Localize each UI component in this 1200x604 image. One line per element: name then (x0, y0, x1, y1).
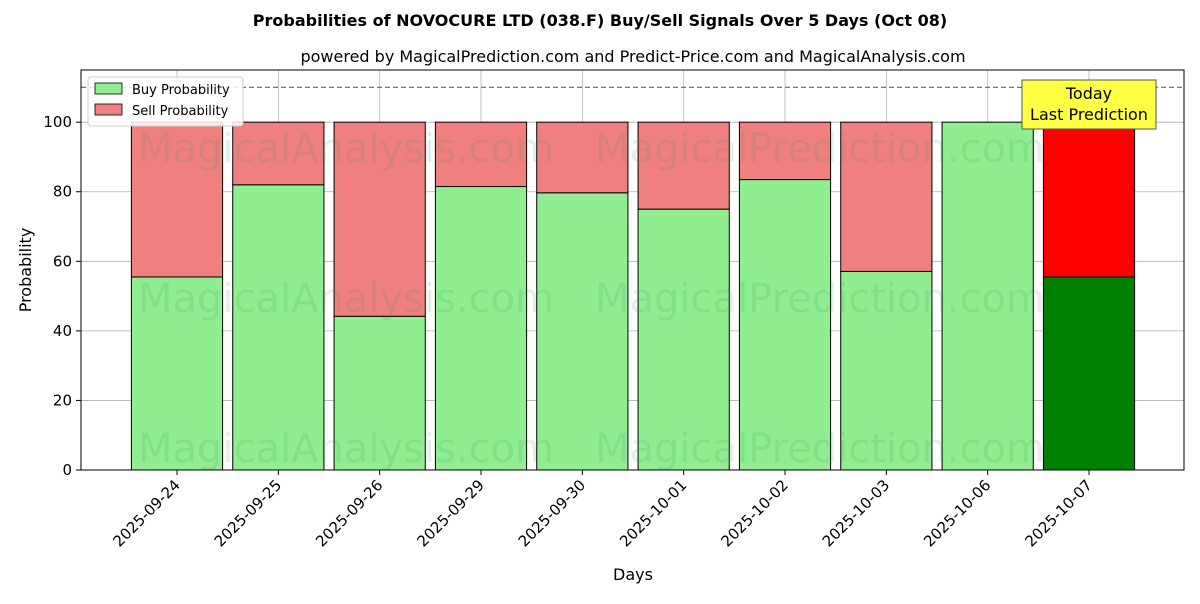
plot-frame (80, 69, 1185, 471)
y-tick-label: 100 (43, 113, 72, 131)
chart-subtitle: powered by MagicalPrediction.com and Pre… (300, 47, 965, 66)
bar-buy (434, 186, 528, 471)
x-tick-label: 2025-10-06 (920, 476, 994, 550)
legend-swatch-buy (94, 82, 123, 95)
y-tick-label: 0 (62, 461, 72, 479)
bars: MagicalAnalysis.com MagicalPrediction.com… (130, 121, 1136, 472)
x-tick-label: 2025-10-03 (819, 476, 893, 550)
bar-sell (738, 121, 832, 181)
x-tick-label: 2025-09-26 (312, 476, 386, 550)
bar-sell (840, 121, 933, 272)
today-annotation-line2: Last Prediction (1030, 105, 1148, 124)
x-tick-label: 2025-10-02 (717, 476, 791, 550)
watermark-text: MagicalAnalysis.com (138, 276, 554, 322)
y-tick-label: 60 (53, 252, 72, 270)
watermark-text: MagicalAnalysis.com (138, 426, 554, 472)
y-axis-ticks: 0 20 40 60 80 100 (43, 113, 81, 479)
x-axis-ticks: 2025-09-24 2025-09-25 2025-09-26 2025-09-29… (109, 470, 1096, 550)
bar-buy (738, 179, 832, 471)
legend-label-buy: Buy Probability (132, 83, 230, 98)
bar-sell (637, 121, 730, 210)
bar-buy (130, 276, 224, 471)
today-annotation-line1: Today (1065, 84, 1112, 103)
bar-sell (130, 121, 224, 278)
x-tick-label: 2025-10-07 (1021, 476, 1095, 550)
x-tick-label: 2025-10-01 (616, 476, 690, 550)
x-tick-label: 2025-09-25 (211, 476, 285, 550)
y-tick-label: 40 (53, 322, 72, 340)
bar-buy (637, 208, 730, 471)
x-tick-label: 2025-09-24 (109, 476, 183, 550)
y-axis-label: Probability (16, 228, 35, 313)
x-tick-label: 2025-09-29 (413, 476, 487, 550)
x-axis-label: Days (613, 565, 653, 584)
bar-buy (536, 192, 629, 471)
today-annotation: Today Last Prediction (1021, 79, 1157, 130)
bar-sell (1042, 121, 1136, 278)
bar-sell (536, 121, 629, 194)
bar-buy (840, 270, 933, 471)
bar-sell (333, 121, 426, 317)
watermark-text: MagicalPrediction.com (595, 426, 1045, 472)
bar-buy (941, 121, 1034, 471)
bar-sell (434, 121, 528, 188)
legend: Buy Probability Sell Probability (87, 76, 244, 127)
y-tick-label: 20 (53, 391, 72, 409)
legend-label-sell: Sell Probability (132, 104, 229, 119)
y-tick-label: 80 (53, 183, 72, 201)
watermark-text: MagicalPrediction.com (595, 126, 1045, 172)
bar-buy (1042, 276, 1136, 471)
x-tick-label: 2025-09-30 (515, 476, 589, 550)
legend-box (87, 76, 244, 127)
bar-sell (232, 121, 325, 186)
today-annotation-box (1021, 79, 1157, 130)
bar-buy (333, 315, 426, 471)
chart-title: Probabilities of NOVOCURE LTD (038.F) Bu… (253, 11, 947, 30)
watermark-text: MagicalAnalysis.com (138, 126, 554, 172)
watermark-text: MagicalPrediction.com (595, 276, 1045, 322)
legend-swatch-sell (94, 103, 123, 116)
